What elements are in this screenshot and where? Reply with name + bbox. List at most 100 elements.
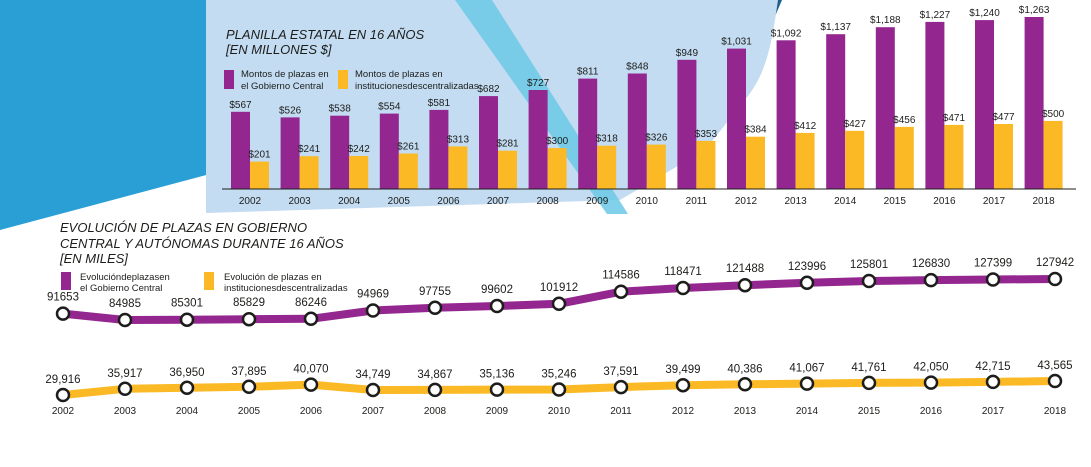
legend-label-central-line1: Montos de plazas en bbox=[241, 69, 329, 80]
point-central-2009 bbox=[489, 298, 505, 314]
point-central-2011 bbox=[613, 284, 629, 299]
point-label-central-2010: 101912 bbox=[540, 282, 578, 294]
point-central-2006 bbox=[303, 311, 319, 327]
point-central-2003 bbox=[117, 312, 133, 328]
line-x-tick-2016: 2016 bbox=[920, 406, 943, 417]
bar-x-tick-2009: 2009 bbox=[586, 196, 609, 207]
bar-x-tick-2013: 2013 bbox=[784, 196, 807, 207]
point-central-2013 bbox=[737, 277, 753, 293]
point-label-desc-2018: 43,565 bbox=[1037, 360, 1072, 372]
point-label-desc-2016: 42,050 bbox=[913, 362, 948, 374]
bar-label-desc-2002: $201 bbox=[248, 150, 271, 161]
bar-x-tick-2017: 2017 bbox=[983, 196, 1006, 207]
bar-central-2013 bbox=[776, 40, 796, 189]
line-x-tick-2007: 2007 bbox=[362, 406, 385, 417]
point-central-2002 bbox=[55, 306, 71, 321]
bar-label-desc-2015: $456 bbox=[893, 115, 916, 126]
bar-x-tick-2004: 2004 bbox=[338, 196, 361, 207]
legend-label-desc-line1: Montos de plazas en bbox=[355, 69, 443, 80]
bar-central-2014 bbox=[826, 34, 846, 190]
bar-x-tick-2018: 2018 bbox=[1032, 196, 1055, 207]
bar-x-tick-2008: 2008 bbox=[536, 196, 559, 207]
bar-label-central-2016: $1,227 bbox=[920, 10, 951, 21]
point-label-central-2005: 85829 bbox=[233, 297, 265, 309]
bar-x-tick-2002: 2002 bbox=[239, 196, 262, 207]
bar-label-central-2011: $949 bbox=[676, 48, 699, 59]
point-desc-2002 bbox=[55, 387, 71, 403]
point-label-desc-2011: 37,591 bbox=[603, 366, 638, 378]
bar-label-desc-2005: $261 bbox=[397, 142, 420, 153]
legend-label-evo-desc-line1: Evolución de plazas en bbox=[224, 272, 322, 283]
point-desc-2009 bbox=[489, 382, 505, 397]
point-label-desc-2003: 35,917 bbox=[107, 368, 142, 380]
line-x-tick-2003: 2003 bbox=[114, 406, 137, 417]
point-desc-2007 bbox=[365, 382, 381, 398]
legend-label-central-line2: el Gobierno Central bbox=[241, 81, 323, 92]
bar-central-2018 bbox=[1024, 17, 1044, 189]
point-central-2008 bbox=[427, 300, 443, 316]
line-x-tick-2015: 2015 bbox=[858, 406, 881, 417]
bar-label-central-2018: $1,263 bbox=[1019, 5, 1050, 16]
line-x-tick-2011: 2011 bbox=[610, 406, 632, 417]
bar-x-tick-2006: 2006 bbox=[437, 196, 460, 207]
point-label-desc-2014: 41,067 bbox=[789, 363, 824, 375]
bar-label-central-2017: $1,240 bbox=[969, 8, 1000, 19]
bar-central-2007 bbox=[479, 96, 498, 189]
point-label-desc-2017: 42,715 bbox=[975, 361, 1010, 373]
bar-label-central-2013: $1,092 bbox=[771, 28, 802, 39]
legend-label-desc-line2: institucionesdescentralizadas bbox=[355, 81, 479, 92]
bar-label-central-2010: $848 bbox=[626, 62, 649, 73]
bar-desc-2004 bbox=[349, 156, 369, 189]
bar-label-desc-2014: $427 bbox=[844, 119, 867, 130]
bar-label-desc-2006: $313 bbox=[447, 134, 470, 145]
point-label-desc-2012: 39,499 bbox=[665, 364, 700, 376]
bar-desc-2009 bbox=[597, 145, 617, 189]
bar-chart-legend: Montos de plazas en el Gobierno Central … bbox=[224, 69, 479, 92]
bar-label-desc-2009: $318 bbox=[596, 134, 619, 145]
bar-x-tick-2007: 2007 bbox=[487, 196, 510, 207]
point-desc-2014 bbox=[799, 376, 815, 391]
line-chart-title-line2: CENTRAL Y AUTÓNOMAS DURANTE 16 AÑOS bbox=[60, 236, 344, 251]
point-label-central-2007: 94969 bbox=[357, 289, 389, 301]
bar-central-2006 bbox=[429, 109, 449, 189]
point-label-desc-2007: 34,749 bbox=[355, 369, 390, 381]
point-desc-2008 bbox=[427, 382, 443, 398]
line-x-tick-2009: 2009 bbox=[486, 406, 509, 417]
bar-central-2017 bbox=[975, 20, 994, 189]
line-x-tick-2008: 2008 bbox=[424, 406, 447, 417]
bar-label-desc-2004: $242 bbox=[348, 144, 371, 155]
bar-desc-2008 bbox=[547, 148, 567, 189]
point-central-2005 bbox=[241, 311, 257, 327]
bar-chart-title: PLANILLA ESTATAL EN 16 AÑOS bbox=[226, 27, 425, 42]
point-label-central-2012: 118471 bbox=[664, 266, 702, 278]
bar-desc-2013 bbox=[795, 132, 815, 189]
point-central-2012 bbox=[675, 280, 691, 296]
bar-central-2015 bbox=[875, 27, 895, 190]
line-x-tick-2004: 2004 bbox=[176, 406, 199, 417]
bar-label-central-2015: $1,188 bbox=[870, 15, 901, 26]
point-label-desc-2005: 37,895 bbox=[231, 366, 266, 378]
bar-label-desc-2016: $471 bbox=[943, 113, 966, 124]
bar-label-central-2007: $682 bbox=[477, 84, 500, 95]
bar-label-desc-2003: $241 bbox=[298, 144, 321, 155]
legend-swatch-descentralizadas bbox=[338, 70, 348, 89]
point-label-central-2008: 97755 bbox=[419, 286, 451, 298]
point-desc-2012 bbox=[675, 377, 691, 393]
point-desc-2015 bbox=[861, 375, 877, 391]
point-label-central-2003: 84985 bbox=[109, 298, 141, 310]
bar-label-central-2003: $526 bbox=[279, 105, 302, 116]
bar-desc-2018 bbox=[1043, 120, 1063, 189]
bar-central-2005 bbox=[379, 113, 399, 189]
bar-label-central-2012: $1,031 bbox=[721, 37, 752, 48]
bar-label-desc-2013: $412 bbox=[794, 121, 817, 132]
point-label-desc-2013: 40,386 bbox=[727, 363, 762, 375]
bar-label-central-2004: $538 bbox=[329, 104, 352, 115]
point-label-desc-2002: 29,916 bbox=[45, 374, 80, 386]
point-desc-2006 bbox=[303, 377, 319, 392]
point-desc-2003 bbox=[117, 381, 133, 397]
point-label-central-2011: 114586 bbox=[602, 270, 640, 282]
point-label-desc-2008: 34,867 bbox=[417, 369, 452, 381]
bar-desc-2005 bbox=[398, 153, 418, 189]
line-x-tick-2002: 2002 bbox=[52, 406, 75, 417]
